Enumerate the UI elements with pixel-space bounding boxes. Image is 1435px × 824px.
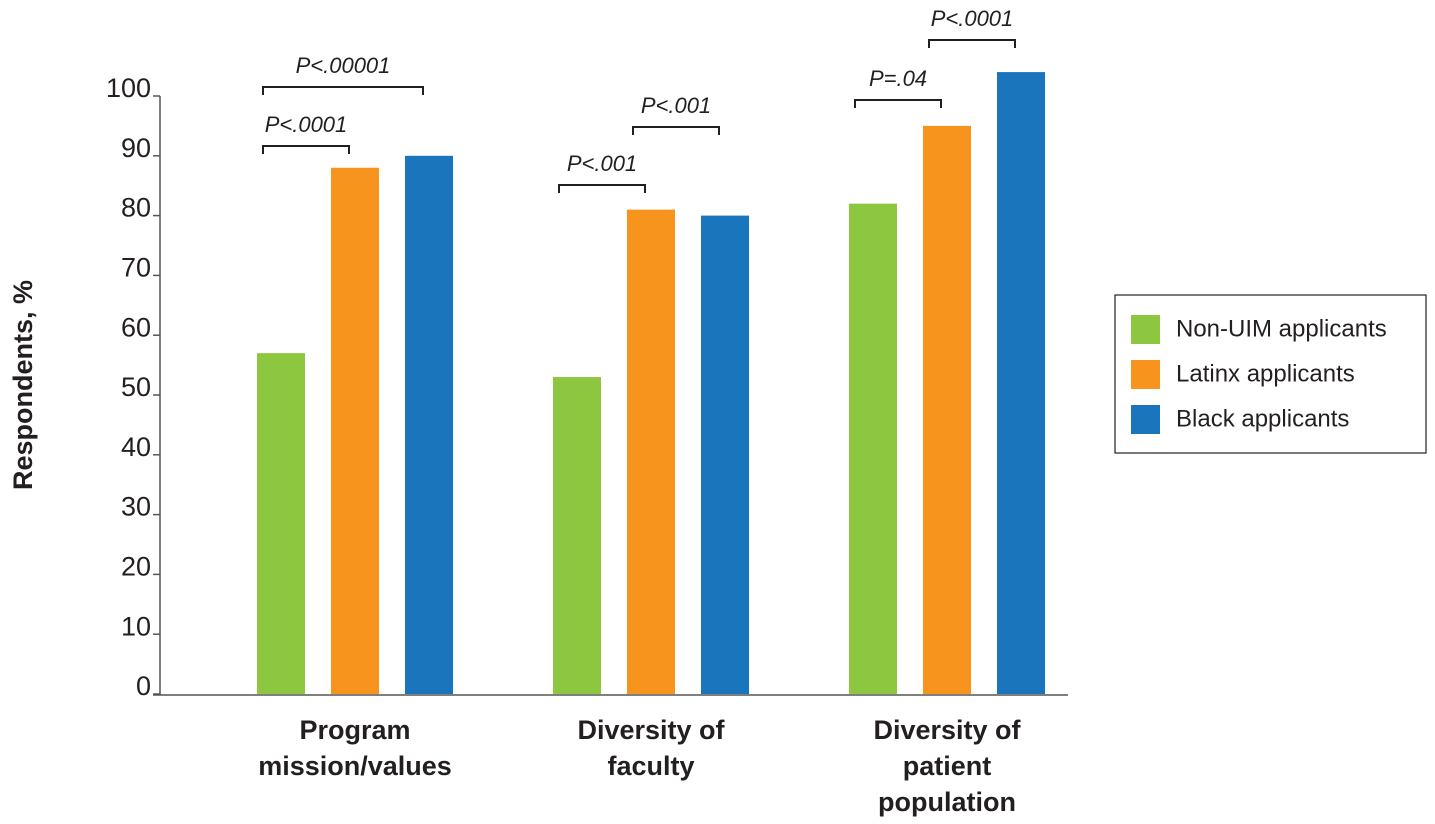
significance-label: P<.0001 [265, 112, 348, 137]
x-tick-label: Program mission/values [258, 715, 452, 781]
y-tick-label: 10 [121, 611, 151, 641]
bar [405, 155, 453, 695]
y-tick-label: 60 [121, 312, 151, 342]
significance-bracket [854, 99, 942, 108]
y-tick-label: 50 [121, 372, 151, 402]
bar [331, 167, 379, 694]
legend-swatch [1131, 405, 1160, 434]
significance-bracket [632, 126, 720, 135]
bar [997, 72, 1045, 694]
x-tick-label: Diversity of patient population [873, 715, 1021, 817]
bar [923, 125, 971, 694]
y-tick-label: 20 [121, 552, 151, 582]
y-axis-title: Respondents, % [8, 280, 38, 490]
y-tick-label: 0 [136, 671, 151, 701]
significance-label: P<.00001 [296, 53, 391, 78]
y-tick-label: 70 [121, 253, 151, 283]
bar [627, 209, 675, 694]
legend-swatch [1131, 315, 1160, 344]
bar [553, 377, 601, 694]
legend-box [1114, 294, 1427, 454]
legend-label: Black applicants [1176, 405, 1349, 432]
bar [849, 203, 897, 694]
y-tick-label: 40 [121, 432, 151, 462]
significance-label: P<.0001 [931, 6, 1014, 31]
legend-label: Non-UIM applicants [1176, 315, 1387, 342]
legend-swatch [1131, 360, 1160, 389]
significance-label: P<.001 [641, 93, 711, 118]
legend-label: Latinx applicants [1176, 360, 1355, 387]
x-tick-label: Diversity of faculty [577, 715, 725, 781]
significance-label: P<.001 [567, 151, 637, 176]
y-tick-label: 90 [121, 133, 151, 163]
bar [257, 353, 305, 694]
significance-bracket [928, 39, 1016, 48]
y-tick-label: 80 [121, 193, 151, 223]
significance-bracket [558, 184, 646, 193]
significance-label: P=.04 [869, 66, 927, 91]
y-tick-label: 30 [121, 492, 151, 522]
significance-bracket [262, 86, 424, 95]
y-tick-label: 100 [106, 73, 151, 103]
bar [701, 215, 749, 694]
significance-bracket [262, 145, 350, 154]
